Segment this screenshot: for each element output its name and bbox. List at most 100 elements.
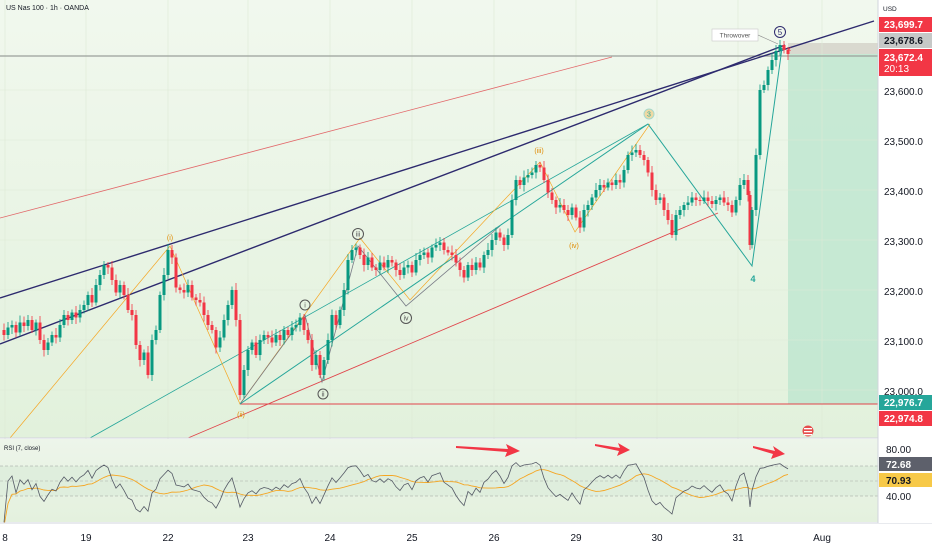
candle-body: [522, 177, 526, 185]
candle-body: [278, 335, 282, 340]
time-label: 24: [324, 533, 336, 544]
candle-body: [586, 205, 590, 210]
candle-body: [434, 245, 438, 248]
candle-body: [202, 302, 206, 315]
candle-body: [438, 242, 442, 245]
candle-body: [462, 270, 466, 278]
candle-body: [534, 165, 538, 173]
candle-body: [706, 197, 710, 201]
candle-body: [482, 255, 486, 268]
candle-body: [54, 335, 58, 338]
candle-body: [70, 312, 74, 320]
candle-body: [502, 237, 506, 245]
candle-body: [686, 202, 690, 205]
candle-body: [510, 200, 514, 235]
badge-upper-target-text: 23,699.7: [884, 20, 923, 31]
candle-body: [394, 262, 398, 270]
candle-body: [442, 242, 446, 250]
candle-body: [134, 315, 138, 345]
badge-rsi: [879, 457, 932, 471]
candle-body: [122, 285, 126, 295]
price-axis[interactable]: [878, 0, 932, 523]
candle-body: [746, 180, 750, 195]
time-label: 19: [80, 533, 92, 544]
candle-body: [714, 200, 718, 204]
candle-body: [266, 335, 270, 338]
candle-body: [754, 155, 758, 210]
candle-body: [718, 197, 722, 200]
candle-body: [94, 285, 98, 303]
candle-body: [302, 317, 306, 330]
price-gridlines: [0, 89, 878, 391]
candle-body: [654, 190, 658, 200]
price-tick: 23,000.0: [884, 387, 923, 398]
candle-body: [742, 180, 746, 185]
time-label: 8: [2, 533, 8, 544]
candle-body: [130, 310, 134, 315]
candle-body: [170, 250, 174, 258]
candle-body: [358, 247, 362, 255]
candle-body: [406, 265, 410, 268]
time-label: Aug: [813, 533, 831, 544]
candle-body: [182, 290, 186, 293]
candle-body: [90, 295, 94, 303]
candle-body: [398, 270, 402, 275]
candle-body: [178, 287, 182, 290]
candle-body: [774, 51, 778, 60]
price-tick: 23,500.0: [884, 137, 923, 148]
candle-body: [142, 352, 146, 360]
time-label: 30: [651, 533, 663, 544]
candle-body: [410, 265, 414, 273]
symbol-header: US Nas 100 · 1h · OANDA: [6, 5, 89, 12]
candle-body: [566, 210, 570, 215]
candle-body: [662, 197, 666, 210]
candle-body: [766, 70, 770, 85]
candle-body: [690, 197, 694, 203]
candle-body: [514, 180, 518, 200]
candle-body: [418, 255, 422, 260]
candle-body: [146, 352, 150, 375]
badge-rsi-ma-text: 70.93: [886, 476, 911, 487]
rsi-line: [3, 461, 789, 523]
calendar-flag-icon[interactable]: [802, 425, 814, 437]
stop-box: [788, 43, 878, 54]
badge-support-2: [879, 411, 932, 426]
candle-body: [138, 345, 142, 360]
candle-body: [678, 210, 682, 215]
candle-body: [214, 330, 218, 348]
channel-top-line-2: [0, 44, 786, 345]
candle-body: [722, 197, 726, 203]
candle-body: [390, 260, 394, 263]
time-axis[interactable]: [0, 523, 932, 550]
candle-body: [102, 265, 106, 275]
candle-body: [310, 340, 314, 365]
candle-body: [748, 195, 752, 245]
badge-rsi-ma: [879, 473, 932, 487]
candle-body: [466, 265, 470, 278]
candle-body: [498, 232, 502, 238]
badge-last-price: [879, 49, 932, 76]
candle-body: [666, 210, 670, 220]
candle-body: [670, 220, 674, 235]
candle-body: [454, 255, 458, 263]
candle-body: [490, 240, 494, 250]
candle-body: [634, 150, 638, 153]
candle-body: [638, 150, 642, 155]
candle-body: [518, 180, 522, 185]
badge-support-2-text: 22,974.8: [884, 414, 923, 425]
candle-body: [550, 192, 554, 200]
wave-label-i-left: (i): [167, 235, 173, 242]
wave-labels: i ii iii iv (i) (ii) (iii) (iv) 3 4 5: [167, 26, 786, 419]
candle-body: [194, 297, 198, 300]
candle-body: [186, 285, 190, 293]
badge-support-1-text: 22,976.7: [884, 398, 923, 409]
candle-body: [290, 327, 294, 335]
candle-body: [26, 320, 30, 326]
wave-label-ii-left: (ii): [237, 412, 245, 419]
candle-body: [282, 330, 286, 340]
price-tick: 23,400.0: [884, 187, 923, 198]
candle-body: [702, 197, 706, 201]
candle-body: [646, 160, 650, 173]
wave-label-iii: iii: [356, 232, 361, 239]
